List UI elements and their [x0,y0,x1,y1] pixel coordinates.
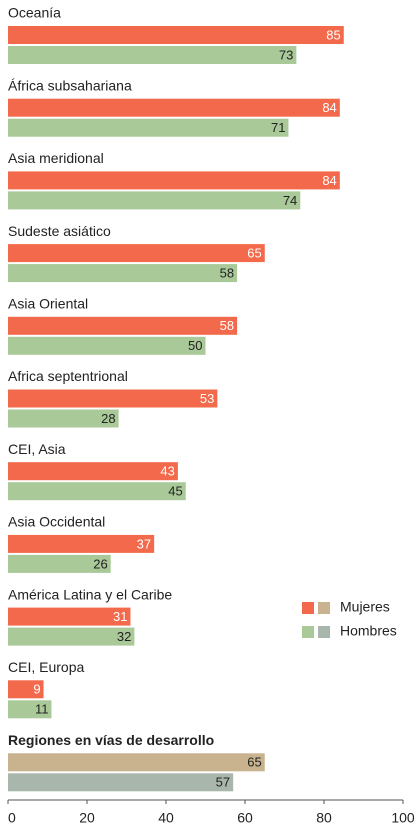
value-label: 28 [101,411,115,426]
value-label: 53 [200,391,214,406]
category-label: CEI, Asia [8,441,66,457]
category-label: África subsahariana [8,77,132,93]
legend-swatch [302,602,314,614]
value-label: 85 [326,27,340,42]
legend-swatch [302,626,314,638]
value-label: 32 [117,629,131,644]
value-label: 37 [137,536,151,551]
value-label: 50 [188,338,202,353]
bar [8,554,111,573]
value-label: 74 [283,193,297,208]
category-label: Africa septentrional [8,368,128,384]
value-label: 58 [220,318,234,333]
value-label: 45 [168,484,182,499]
legend-swatch [318,602,330,614]
bar [8,607,131,626]
value-label: 73 [279,47,293,62]
x-tick-label: 40 [158,810,174,826]
value-label: 65 [247,246,261,261]
bar [8,680,44,699]
bar [8,773,234,792]
bar [8,26,344,44]
bar [8,244,265,263]
x-tick-label: 0 [8,810,16,826]
bar [8,409,119,428]
x-tick-label: 20 [79,810,95,826]
category-label: Regiones en vías de desarrollo [8,732,214,748]
value-label: 43 [160,464,174,479]
legend-label: Hombres [340,623,397,639]
bar [8,264,238,283]
category-label: Asia Oriental [8,296,88,312]
value-label: 84 [322,100,336,115]
category-label: Oceanía [8,5,61,21]
bar [8,98,340,117]
bar [8,336,206,355]
x-tick-label: 60 [237,810,253,826]
bar [8,700,52,719]
value-label: 57 [216,775,230,790]
bar [8,191,301,210]
category-label: América Latina y el Caribe [8,586,172,602]
value-label: 58 [220,266,234,281]
value-label: 84 [322,173,336,188]
bar [8,46,297,64]
value-label: 71 [271,120,285,135]
value-label: 26 [93,556,107,571]
category-label: Asia Occidental [8,514,105,530]
legend-label: Mujeres [340,599,390,615]
value-label: 11 [35,702,49,717]
x-tick-label: 100 [391,810,415,826]
value-label: 31 [113,609,127,624]
bar [8,118,289,137]
bar [8,753,265,772]
bar [8,316,238,335]
x-tick-label: 80 [316,810,332,826]
category-label: CEI, Europa [8,659,84,675]
bar [8,534,155,553]
bar [8,482,186,501]
bar [8,171,340,190]
value-label: 9 [33,682,40,697]
category-label: Asia meridional [8,150,104,166]
legend-swatch [318,626,330,638]
bar [8,389,218,408]
category-label: Sudeste asiático [8,223,111,239]
bar [8,462,178,481]
bar [8,627,135,646]
value-label: 65 [247,755,261,770]
